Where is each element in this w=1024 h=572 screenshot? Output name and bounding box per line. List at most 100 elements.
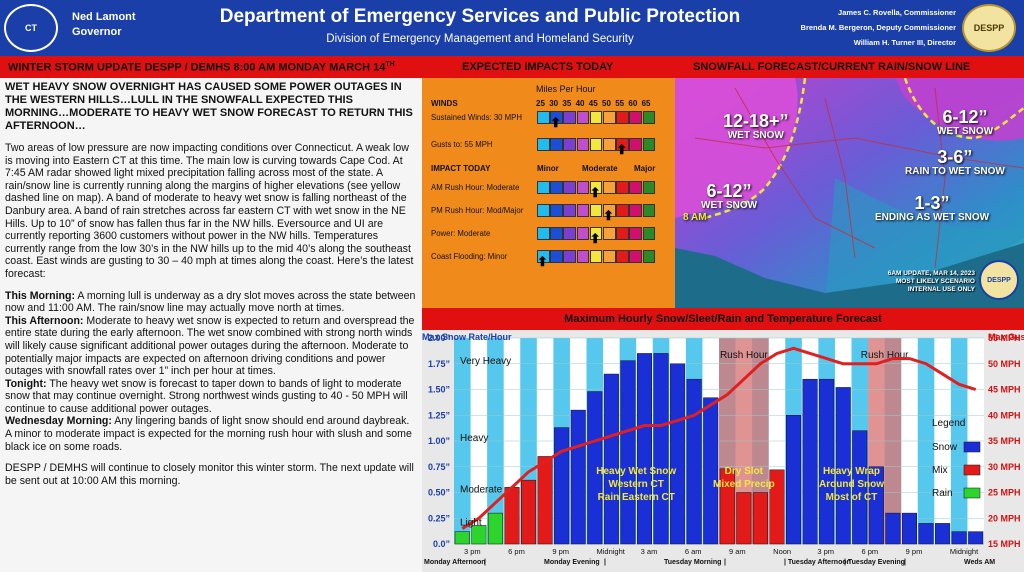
impact-scale-segment bbox=[629, 250, 642, 263]
impact-scale-segment bbox=[550, 250, 563, 263]
impact-scale-segment bbox=[603, 181, 616, 194]
impact-level-arrow-icon: ⬆ bbox=[603, 208, 614, 223]
zone-south: 1-3” ENDING AS WET SNOW bbox=[875, 194, 989, 223]
x-tick: 3 am bbox=[641, 547, 658, 556]
impact-row-label: Power: Moderate bbox=[431, 229, 491, 238]
y-left-tick: 0.25” bbox=[428, 513, 450, 523]
precip-bar bbox=[686, 378, 702, 545]
y-right-tick: 45 MPH bbox=[988, 385, 1021, 395]
precip-bar bbox=[752, 492, 768, 545]
legend-swatch bbox=[963, 464, 981, 476]
mph-title: Miles Per Hour bbox=[536, 84, 596, 94]
impact-scale-segment bbox=[563, 111, 576, 124]
x-day-label: Weds AM bbox=[964, 559, 995, 566]
forecast-text-panel: WET HEAVY SNOW OVERNIGHT HAS CAUSED SOME… bbox=[0, 78, 422, 572]
zone-northwest-desc: WET SNOW bbox=[727, 130, 784, 141]
tonight: Tonight: The heavy wet snow is forecast … bbox=[5, 377, 408, 415]
x-tick: 6 pm bbox=[508, 547, 525, 556]
y-right-tick: 35 MPH bbox=[988, 436, 1021, 446]
x-tick: 3 pm bbox=[817, 547, 834, 556]
map-update-note: 6AM UPDATE, MAR 14, 2023 MOST LIKELY SCE… bbox=[887, 270, 975, 293]
impact-scale-segment bbox=[642, 138, 656, 151]
zone-northeast-amount: 6-12” bbox=[942, 107, 988, 127]
deputy-commissioner: Brenda M. Bergeron, Deputy Commissioner bbox=[800, 23, 956, 32]
zone-east-amount: 3-6” bbox=[937, 147, 973, 167]
impact-level-arrow-icon: ⬆ bbox=[589, 231, 601, 246]
precip-bar bbox=[819, 378, 835, 545]
legend-swatch bbox=[963, 487, 981, 499]
precip-bar bbox=[868, 466, 884, 545]
chart-annotation: Western CT bbox=[608, 479, 663, 490]
impact-scale-segment bbox=[550, 181, 563, 194]
y-left-tick: 1.00” bbox=[428, 436, 450, 446]
x-tick: Midnight bbox=[597, 547, 626, 556]
governor-title: Governor bbox=[72, 26, 122, 38]
mph-tick: 45 bbox=[588, 99, 598, 108]
x-day-label: | Tuesday Evening bbox=[844, 559, 905, 566]
impact-row-label: Gusts to: 55 MPH bbox=[431, 140, 493, 149]
impact-scale-segment bbox=[563, 227, 576, 240]
impact-scale-segment bbox=[589, 181, 603, 194]
impact-row-label: Sustained Winds: 30 MPH bbox=[431, 113, 523, 122]
mph-tick: 50 bbox=[602, 99, 611, 108]
x-day-label: | bbox=[604, 559, 606, 566]
impact-scale-segment bbox=[629, 111, 642, 124]
wednesday-morning: Wednesday Morning: Any lingering bands o… bbox=[5, 415, 412, 453]
x-day-label: | bbox=[484, 559, 486, 566]
precip-bar bbox=[587, 391, 603, 545]
precip-bar bbox=[951, 531, 967, 545]
precip-bar bbox=[487, 512, 503, 545]
x-tick: 9 pm bbox=[906, 547, 923, 556]
winds-heading: WINDS bbox=[431, 99, 458, 108]
impact-scale-segment bbox=[616, 138, 629, 151]
zone-south-desc: ENDING AS WET SNOW bbox=[875, 212, 990, 223]
impact-scale-segment bbox=[642, 227, 656, 240]
y-left-tick: 0.75” bbox=[428, 462, 450, 472]
rain-snow-line-time: 8 AM bbox=[683, 212, 707, 223]
zone-east: 3-6” RAIN TO WET SNOW bbox=[905, 148, 1005, 177]
legend-swatch bbox=[963, 441, 981, 453]
chart-annotation: Dry Slot bbox=[725, 466, 764, 477]
precip-bar bbox=[471, 525, 487, 545]
y-right-tick: 55 MPH bbox=[988, 333, 1021, 343]
x-tick: 6 pm bbox=[862, 547, 879, 556]
rush-hour-label: Rush Hour bbox=[861, 350, 909, 361]
impact-level-arrow-icon: ⬆ bbox=[616, 142, 628, 157]
precip-bar bbox=[918, 523, 934, 545]
precip-bar bbox=[653, 353, 669, 545]
impact-scale-segment bbox=[616, 204, 629, 217]
impact-scale-segment bbox=[603, 227, 616, 240]
summary-paragraph: Two areas of low pressure are now impact… bbox=[5, 142, 414, 280]
this-afternoon: This Afternoon: Moderate to heavy wet sn… bbox=[5, 314, 415, 378]
impact-scale-segment bbox=[589, 204, 603, 217]
impact-scale-segment bbox=[537, 250, 550, 263]
impact-scale-segment bbox=[642, 204, 656, 217]
precip-bar bbox=[703, 397, 719, 545]
commissioner: James C. Rovella, Commissioner bbox=[838, 8, 956, 17]
impact-row-label: Coast Flooding: Minor bbox=[431, 252, 508, 261]
impact-scale-segment bbox=[616, 111, 629, 124]
impact-row-label: PM Rush Hour: Mod/Major bbox=[431, 206, 524, 215]
impact-heading: IMPACT TODAY bbox=[431, 164, 491, 173]
impact-scale-segment bbox=[576, 227, 590, 240]
rush-hour-label: Rush Hour bbox=[720, 350, 768, 361]
impact-scale-segment bbox=[576, 181, 590, 194]
legend-label: Rain bbox=[932, 488, 953, 499]
impact-scale-segment bbox=[537, 111, 550, 124]
y-left-tick: 0.0” bbox=[433, 539, 450, 549]
precip-bar bbox=[570, 409, 586, 545]
y-right-tick: 25 MPH bbox=[988, 488, 1021, 498]
impact-scale-segment bbox=[603, 204, 616, 217]
impact-scale-segment bbox=[550, 227, 563, 240]
precip-bar bbox=[670, 363, 686, 545]
impact-scale-segment bbox=[576, 138, 590, 151]
mph-tick: 30 bbox=[549, 99, 559, 108]
impact-scale-segment bbox=[550, 138, 563, 151]
header-banner: CT Ned Lamont Governor Department of Eme… bbox=[0, 0, 1024, 56]
x-day-label: | Tuesday Afternoon bbox=[784, 559, 851, 566]
impact-level-arrow-icon: ⬆ bbox=[537, 254, 548, 269]
precip-bar bbox=[521, 479, 537, 545]
despp-badge-icon: DESPP bbox=[962, 4, 1016, 52]
precip-bar bbox=[835, 387, 851, 545]
chart-title: Maximum Hourly Snow/Sleet/Rain and Tempe… bbox=[422, 308, 1024, 330]
